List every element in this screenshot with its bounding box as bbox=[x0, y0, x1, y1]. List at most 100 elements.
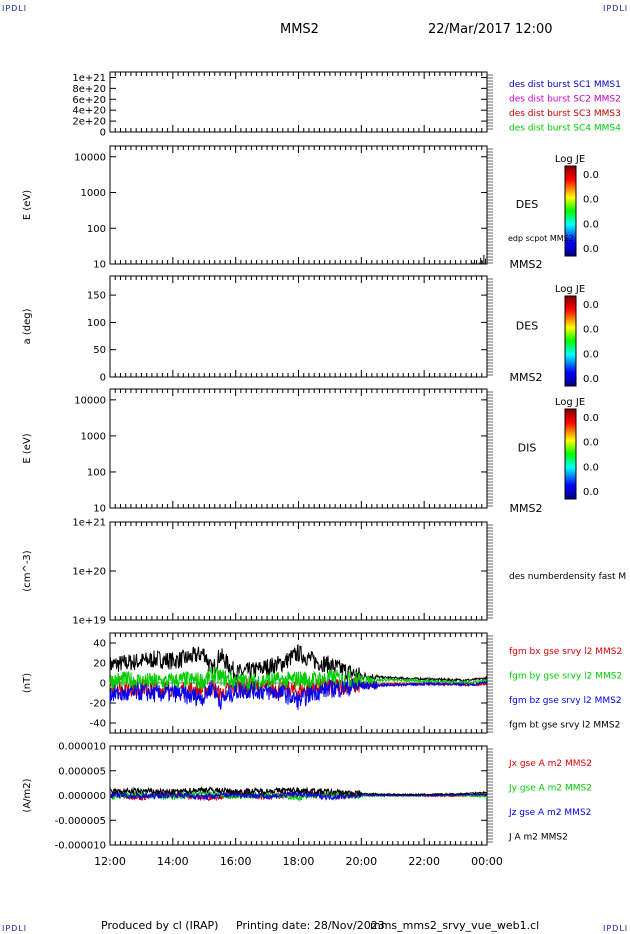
colorbar-tick-label: 0.0 bbox=[583, 413, 599, 424]
time-tick-label: 14:00 bbox=[157, 855, 189, 868]
colorbar-tick-label: 0.0 bbox=[583, 349, 599, 360]
y-axis-label: a (deg) bbox=[22, 308, 33, 344]
y-tick-label: 100 bbox=[87, 467, 106, 478]
corner-label-top-right: IPDLI bbox=[603, 4, 629, 13]
legend-entry: des dist burst SC3 MMS3 bbox=[509, 109, 621, 119]
panel-frame-1 bbox=[109, 145, 488, 265]
colorbar-tick-label: 0.0 bbox=[583, 170, 599, 181]
spacecraft-title: MMS2 bbox=[280, 22, 319, 37]
y-tick-label: -0.000005 bbox=[55, 816, 106, 827]
y-axis-label: (nT) bbox=[22, 673, 33, 693]
y-axis-label: (cm^-3) bbox=[22, 550, 33, 591]
y-tick-label: 0 bbox=[100, 679, 106, 690]
y-axis-label: E (eV) bbox=[22, 433, 33, 463]
y-tick-label: 150 bbox=[87, 291, 106, 302]
y-tick-label: 0.000005 bbox=[58, 766, 106, 777]
y-tick-label: 40 bbox=[93, 639, 106, 650]
colorbar-title: Log JE bbox=[555, 284, 585, 295]
legend-entry: fgm bt gse srvy l2 MMS2 bbox=[509, 721, 620, 731]
time-tick-label: 16:00 bbox=[220, 855, 252, 868]
y-tick-label: 1e+19 bbox=[72, 616, 106, 627]
y-tick-label: 100 bbox=[87, 318, 106, 329]
y-tick-label: 10 bbox=[93, 504, 106, 515]
y-tick-label: 10000 bbox=[74, 395, 106, 406]
bfield-trace-1 bbox=[109, 666, 488, 691]
colorbar-tick-label: 0.0 bbox=[583, 374, 599, 385]
y-tick-label: 1e+20 bbox=[72, 567, 106, 578]
colorbar-tick-label: 0.0 bbox=[583, 487, 599, 498]
y-tick-label: -40 bbox=[90, 719, 106, 730]
legend-entry: Jx gse A m2 MMS2 bbox=[508, 759, 592, 769]
colorbar bbox=[564, 165, 577, 257]
footer-printing-date: Printing date: 28/Nov/2023 bbox=[236, 919, 385, 932]
bfield-trace-3 bbox=[109, 643, 488, 683]
panel-frame-0 bbox=[109, 71, 488, 133]
corner-label-bottom-left: IPDLI bbox=[2, 924, 28, 933]
legend-entry: des numberdensity fast M bbox=[509, 572, 626, 582]
instrument-label: DIS bbox=[518, 442, 537, 455]
y-tick-label: 1000 bbox=[81, 431, 106, 442]
spacecraft-label: MMS2 bbox=[510, 258, 543, 271]
colorbar-tick-label: 0.0 bbox=[583, 244, 599, 255]
y-tick-label: 0 bbox=[100, 128, 106, 139]
colorbar-tick-label: 0.0 bbox=[583, 195, 599, 206]
bfield-trace-2 bbox=[109, 678, 488, 710]
y-tick-label: 8e+20 bbox=[72, 84, 106, 95]
legend-entry: fgm bz gse srvy l2 MMS2 bbox=[509, 696, 622, 706]
overlay-label: edp scpot MMS2 bbox=[508, 234, 574, 243]
colorbar-tick-label: 0.0 bbox=[583, 219, 599, 230]
y-tick-label: -0.000010 bbox=[55, 841, 106, 852]
y-tick-label: 10 bbox=[93, 260, 106, 271]
y-tick-label: 6e+20 bbox=[72, 95, 106, 106]
legend-entry: des dist burst SC4 MMS4 bbox=[509, 124, 621, 134]
y-tick-label: 100 bbox=[87, 224, 106, 235]
spacecraft-label: MMS2 bbox=[510, 371, 543, 384]
scpot-overlay bbox=[472, 254, 488, 264]
corner-label-bottom-right: IPDLI bbox=[603, 924, 629, 933]
footer-producer: Produced by cl (IRAP) bbox=[101, 919, 219, 932]
spacecraft-label: MMS2 bbox=[510, 502, 543, 515]
colorbar bbox=[564, 408, 577, 500]
legend-entry: Jz gse A m2 MMS2 bbox=[508, 808, 591, 818]
colorbar-tick-label: 0.0 bbox=[583, 462, 599, 473]
instrument-label: DES bbox=[516, 320, 538, 333]
y-tick-label: 20 bbox=[93, 659, 106, 670]
colorbar-title: Log JE bbox=[555, 397, 585, 408]
footer-filename: mms_mms2_srvy_vue_web1.cl bbox=[370, 919, 540, 932]
time-tick-label: 00:00 bbox=[471, 855, 503, 868]
legend-entry: fgm bx gse srvy l2 MMS2 bbox=[509, 647, 622, 657]
y-tick-label: 2e+20 bbox=[72, 117, 106, 128]
panel-frame-2 bbox=[109, 275, 488, 378]
legend-entry: Jy gse A m2 MMS2 bbox=[508, 784, 592, 794]
y-tick-label: 1e+21 bbox=[72, 73, 106, 84]
colorbar-tick-label: 0.0 bbox=[583, 325, 599, 336]
y-tick-label: -20 bbox=[90, 699, 106, 710]
colorbar-tick-label: 0.0 bbox=[583, 300, 599, 311]
instrument-label: DES bbox=[516, 198, 538, 211]
y-axis-label: E (eV) bbox=[22, 190, 33, 220]
legend-entry: des dist burst SC2 MMS2 bbox=[509, 95, 621, 105]
colorbar-title: Log JE bbox=[555, 154, 585, 165]
panel-frame-3 bbox=[109, 388, 488, 509]
current-trace-3 bbox=[109, 785, 488, 797]
colorbar bbox=[564, 295, 577, 387]
colorbar-tick-label: 0.0 bbox=[583, 438, 599, 449]
corner-label-top-left: IPDLI bbox=[2, 4, 28, 13]
y-tick-label: 0 bbox=[100, 373, 106, 384]
y-tick-label: 10000 bbox=[74, 152, 106, 163]
datetime-title: 22/Mar/2017 12:00 bbox=[428, 22, 553, 37]
time-tick-label: 22:00 bbox=[408, 855, 440, 868]
panel-frame-4 bbox=[109, 521, 488, 621]
legend-entry: fgm by gse srvy l2 MMS2 bbox=[509, 672, 622, 682]
current-trace-2 bbox=[109, 790, 488, 801]
y-tick-label: 0.000010 bbox=[58, 742, 106, 753]
y-tick-label: 50 bbox=[93, 345, 106, 356]
legend-entry: J A m2 MMS2 bbox=[508, 833, 568, 843]
time-tick-label: 20:00 bbox=[345, 855, 377, 868]
legend-entry: des dist burst SC1 MMS1 bbox=[509, 80, 621, 90]
y-tick-label: 1e+21 bbox=[72, 518, 106, 529]
time-tick-label: 18:00 bbox=[283, 855, 315, 868]
y-tick-label: 0.000000 bbox=[58, 791, 106, 802]
y-tick-label: 4e+20 bbox=[72, 106, 106, 117]
